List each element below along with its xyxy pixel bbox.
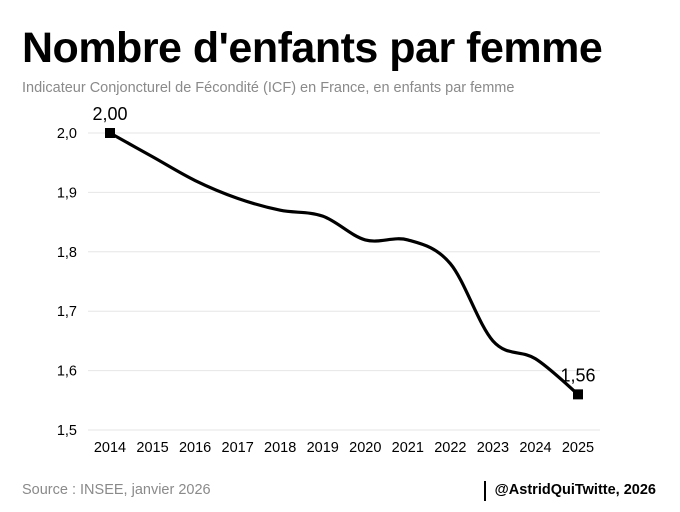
x-tick-label: 2021 bbox=[392, 440, 424, 456]
data-label: 1,56 bbox=[560, 365, 595, 385]
x-tick-label: 2016 bbox=[179, 440, 211, 456]
source-note: Source : INSEE, janvier 2026 bbox=[22, 482, 211, 498]
y-tick-label: 1,8 bbox=[57, 245, 77, 261]
data-point bbox=[406, 238, 409, 241]
data-point bbox=[194, 179, 197, 182]
x-tick-label: 2023 bbox=[477, 440, 509, 456]
end-marker bbox=[573, 389, 583, 400]
line-chart: 2,0 1,9 1,8 1,7 1,6 1,5 2014 2015 2016 2017 2018 20… bbox=[57, 104, 600, 456]
x-tick-label: 2020 bbox=[349, 440, 381, 456]
x-tick-label: 2025 bbox=[562, 440, 594, 456]
x-tick-label: 2019 bbox=[307, 440, 339, 456]
data-point bbox=[449, 262, 452, 265]
series-line bbox=[108, 131, 580, 396]
x-tick-label: 2015 bbox=[136, 440, 168, 456]
chart-subtitle: Indicateur Conjoncturel de Fécondité (IC… bbox=[22, 80, 515, 96]
y-tick-label: 2,0 bbox=[57, 126, 77, 142]
data-point bbox=[364, 238, 367, 241]
x-tick-label: 2024 bbox=[519, 440, 551, 456]
x-tick-label: 2022 bbox=[434, 440, 466, 456]
x-tick-label: 2017 bbox=[222, 440, 254, 456]
y-tick-label: 1,5 bbox=[57, 423, 77, 439]
data-point bbox=[321, 215, 324, 218]
data-point bbox=[236, 197, 239, 200]
author-credit: @AstridQuiTwitte, 2026 bbox=[494, 482, 656, 498]
credit-divider bbox=[484, 481, 486, 501]
data-point bbox=[279, 209, 282, 212]
x-tick-label: 2018 bbox=[264, 440, 296, 456]
end-marker bbox=[105, 128, 115, 138]
data-label: 2,00 bbox=[92, 104, 127, 124]
data-point bbox=[151, 155, 154, 158]
y-tick-label: 1,9 bbox=[57, 185, 77, 201]
data-point bbox=[534, 357, 537, 360]
y-tick-label: 1,7 bbox=[57, 304, 77, 320]
y-tick-label: 1,6 bbox=[57, 364, 77, 380]
x-tick-label: 2014 bbox=[94, 440, 126, 456]
chart-title: Nombre d'enfants par femme bbox=[22, 24, 603, 72]
data-point bbox=[491, 339, 494, 342]
